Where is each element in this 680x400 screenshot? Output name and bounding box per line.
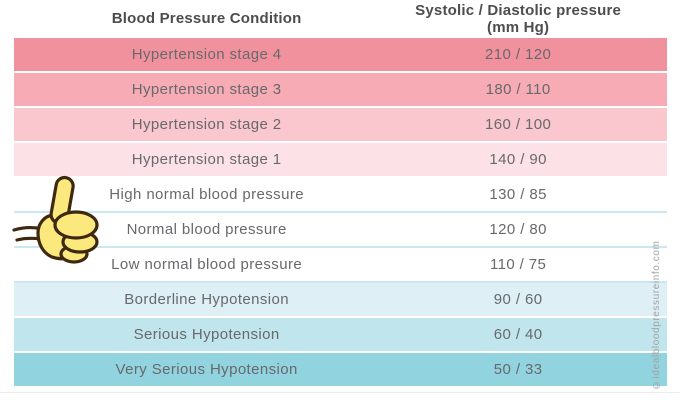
table-row: Hypertension stage 3 180 / 110 [14,73,667,106]
condition-cell: Hypertension stage 4 [131,46,282,63]
value-cell: 120 / 80 [489,221,547,238]
value-cell: 180 / 110 [485,81,551,98]
table-row: Hypertension stage 2 160 / 100 [14,108,667,141]
header-condition: Blood Pressure Condition [111,10,302,27]
thumbs-up-icon [12,175,99,264]
value-cell: 130 / 85 [489,186,547,203]
table-row: Hypertension stage 4 210 / 120 [14,38,667,71]
condition-cell: Hypertension stage 3 [131,81,282,98]
condition-cell: Hypertension stage 2 [131,116,282,133]
row-divider [14,176,667,178]
watermark: ©idealbloodpressureinfo.com [651,240,662,391]
value-cell: 110 / 75 [489,256,547,273]
row-divider [14,386,667,388]
bottom-divider [0,392,680,393]
speed-line [15,236,42,242]
value-cell: 210 / 120 [485,46,552,63]
header-pressure: Systolic / Diastolic pressure (mm Hg) [415,1,622,36]
value-cell: 50 / 33 [493,361,543,378]
condition-cell: Normal blood pressure [126,221,287,238]
table-row: Normal blood pressure 120 / 80 [14,213,667,246]
row-divider [14,71,667,73]
value-cell: 140 / 90 [489,151,547,168]
value-cell: 90 / 60 [493,291,543,308]
row-divider [14,106,667,108]
table-body: Hypertension stage 4 210 / 120 Hypertens… [14,38,667,388]
table-row: Hypertension stage 1 140 / 90 [14,143,667,176]
table-row: Borderline Hypotension 90 / 60 [14,283,667,316]
condition-cell: Serious Hypotension [133,326,280,343]
table-row: Low normal blood pressure 110 / 75 [14,248,667,281]
knuckle-index [53,210,99,240]
table-row: High normal blood pressure 130 / 85 [14,178,667,211]
table-row: Serious Hypotension 60 / 40 [14,318,667,351]
value-cell: 60 / 40 [493,326,543,343]
row-divider [14,316,667,318]
row-divider [14,141,667,143]
row-divider [14,281,667,283]
condition-cell: Low normal blood pressure [111,256,303,273]
row-divider [14,211,667,213]
row-divider [14,246,667,248]
condition-cell: Hypertension stage 1 [131,151,282,168]
value-cell: 160 / 100 [485,116,552,133]
condition-cell: Borderline Hypotension [124,291,289,308]
condition-cell: High normal blood pressure [109,186,304,203]
row-divider [14,351,667,353]
table-header: Blood Pressure Condition Systolic / Dias… [14,0,667,37]
table-row: Very Serious Hypotension 50 / 33 [14,353,667,386]
condition-cell: Very Serious Hypotension [115,361,298,378]
